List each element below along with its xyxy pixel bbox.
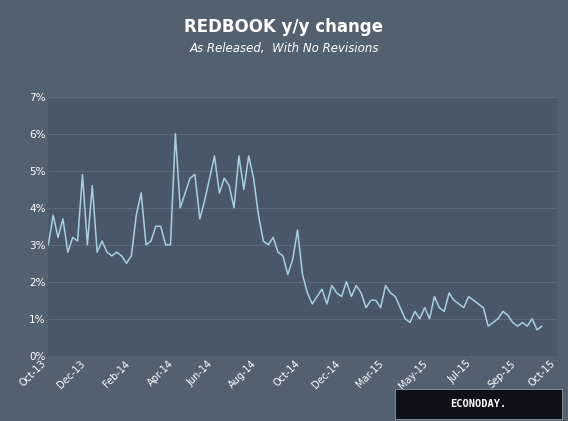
Text: As Released,  With No Revisions: As Released, With No Revisions bbox=[189, 42, 379, 55]
Text: ECONODAY.: ECONODAY. bbox=[450, 399, 507, 409]
Text: REDBOOK y/y change: REDBOOK y/y change bbox=[185, 19, 383, 36]
